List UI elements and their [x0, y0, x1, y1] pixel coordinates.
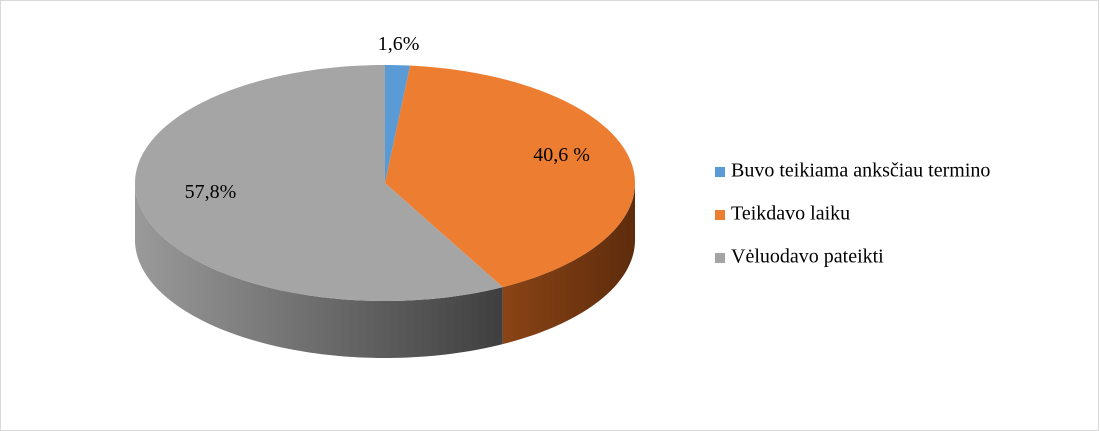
legend-label: Buvo teikiama anksčiau termino: [731, 160, 990, 182]
legend-label: Vėluodavo pateikti: [731, 246, 884, 268]
legend-swatch: [715, 167, 725, 177]
data-label: 57,8%: [185, 181, 237, 203]
slice: [135, 65, 503, 301]
legend-swatch: [715, 253, 725, 263]
slice: [385, 65, 635, 288]
legend-label: Teikdavo laiku: [731, 203, 850, 225]
slice-side: [135, 183, 503, 358]
legend-swatch: [715, 210, 725, 220]
data-label: 40,6 %: [533, 144, 590, 166]
slice-side: [502, 183, 635, 345]
slice: [385, 65, 411, 183]
data-label: 1,6%: [378, 33, 420, 55]
